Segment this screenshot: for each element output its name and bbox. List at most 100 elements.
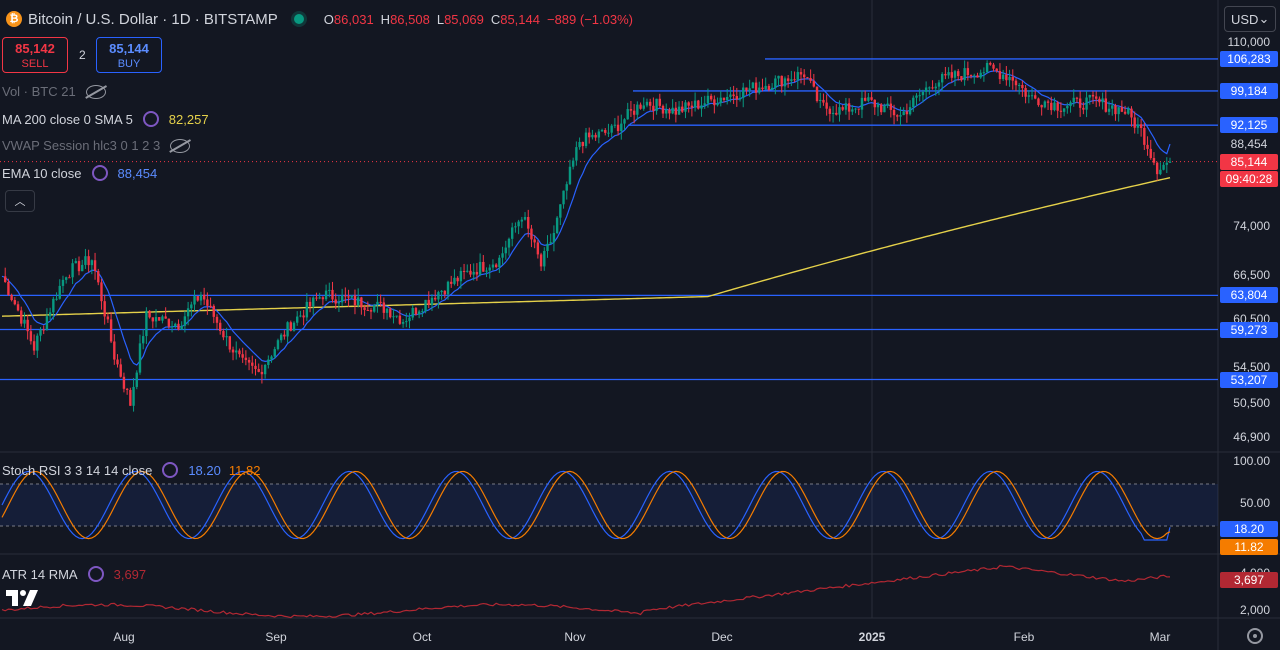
atr-axis-tick: 2,000	[1239, 603, 1270, 617]
candle-body	[64, 277, 68, 280]
candle-body	[831, 112, 835, 114]
currency-select[interactable]: USD ⌄	[1224, 6, 1276, 32]
sell-button[interactable]: 85,142 SELL	[2, 37, 68, 73]
candle-body	[504, 247, 507, 254]
candle-body	[440, 290, 443, 293]
indicator-vwap[interactable]: VWAP Session hlc3 0 1 2 3	[2, 138, 191, 153]
candle-body	[228, 336, 232, 350]
candle-body	[366, 309, 370, 311]
candle-body	[1043, 101, 1047, 108]
collapse-indicators-button[interactable]: ︿	[5, 190, 35, 212]
stoch-axis-tick: 50.00	[1239, 496, 1270, 510]
candle-body	[39, 329, 42, 336]
candle-body	[344, 295, 347, 297]
symbol-title[interactable]: Bitcoin / U.S. Dollar · 1D · BITSTAMP	[28, 10, 278, 28]
stoch-d-line[interactable]	[1, 470, 1171, 540]
ema-line[interactable]	[1, 70, 1171, 366]
stoch-k-line[interactable]	[1, 470, 1171, 541]
candle-body	[857, 108, 860, 110]
candle-body	[623, 119, 626, 124]
settings-gear-icon[interactable]	[1247, 628, 1263, 644]
candle-body	[183, 316, 187, 326]
ma200-line[interactable]	[1, 176, 1171, 317]
candle-body	[196, 296, 199, 301]
candle-body	[786, 78, 790, 82]
candle-body	[411, 308, 414, 318]
candle-body	[376, 301, 379, 306]
indicator-atr[interactable]: ATR 14 RMA 3,697	[2, 566, 146, 582]
candle-body	[908, 107, 912, 115]
candle-body	[703, 103, 706, 106]
candle-body	[193, 296, 196, 305]
indicator-stoch-rsi[interactable]: Stoch RSI 3 3 14 14 close 18.20 11.82	[2, 462, 260, 478]
candle-body	[251, 362, 254, 366]
candle-body	[437, 292, 440, 300]
candle-body	[312, 297, 315, 307]
candle-body	[347, 296, 350, 298]
candle-body	[433, 297, 437, 300]
tradingview-logo[interactable]	[6, 588, 40, 608]
hidden-eye-icon[interactable]	[170, 138, 191, 153]
time-axis-label: Aug	[113, 630, 135, 644]
candle-body	[562, 190, 565, 205]
candle-body	[995, 68, 998, 71]
cycle-icon	[87, 566, 104, 582]
price-axis-tick: 110,000	[1227, 35, 1271, 49]
indicator-ma[interactable]: MA 200 close 0 SMA 5 82,257	[2, 111, 209, 127]
candle-body	[639, 104, 642, 109]
hidden-eye-icon[interactable]	[85, 84, 106, 99]
time-axis-label: Mar	[1149, 630, 1171, 644]
candle-body	[928, 87, 931, 89]
candle-body	[934, 86, 937, 89]
candle-body	[629, 109, 633, 111]
candle-body	[1165, 162, 1168, 165]
candle-body	[912, 97, 915, 108]
candle-body	[1040, 105, 1043, 108]
candle-body	[421, 311, 424, 313]
candle-body	[1072, 97, 1075, 103]
candle-body	[876, 104, 880, 108]
buy-button[interactable]: 85,144 BUY	[96, 37, 162, 73]
candle-body	[674, 107, 678, 115]
candle-body	[902, 111, 905, 116]
candle-body	[960, 76, 963, 81]
price-axis-tag: 63,804	[1220, 287, 1278, 304]
time-axis-label: Oct	[412, 630, 432, 644]
candle-body	[571, 160, 575, 167]
ohlc-item: C85,144	[491, 12, 540, 27]
candle-body	[600, 130, 604, 132]
time-axis-label: Dec	[711, 630, 733, 644]
buy-label: BUY	[117, 58, 141, 70]
indicator-ema[interactable]: EMA 10 close 88,454	[2, 165, 157, 181]
cycle-icon	[162, 462, 179, 478]
cycle-icon	[142, 111, 159, 127]
candle-body	[892, 109, 896, 116]
ohlc-value: 86,031	[333, 11, 374, 27]
candle-body	[870, 97, 873, 100]
candle-body	[478, 261, 482, 275]
atr-line[interactable]	[1, 564, 1171, 619]
candle-body	[4, 276, 7, 283]
candle-body	[363, 307, 366, 310]
candle-body	[527, 217, 530, 229]
ohlc-value: −889 (−1.03%)	[546, 11, 633, 27]
candle-body	[665, 109, 668, 114]
candle-body	[231, 349, 235, 353]
candle-body	[356, 297, 360, 306]
candle-body	[642, 105, 645, 109]
stoch-band	[0, 484, 1218, 526]
indicator-vol[interactable]: Vol · BTC 21	[2, 84, 106, 99]
candle-body	[1056, 102, 1059, 111]
candle-body	[918, 95, 921, 97]
candle-body	[953, 71, 957, 78]
candle-body	[671, 107, 674, 114]
candle-body	[819, 99, 822, 102]
candle-body	[1037, 98, 1040, 106]
candle-body	[392, 316, 395, 318]
candle-body	[1034, 95, 1037, 99]
indicator-ma-value: 82,257	[168, 111, 209, 127]
candle-body	[244, 357, 248, 360]
candle-body	[1146, 144, 1149, 149]
candle-body	[414, 308, 418, 315]
